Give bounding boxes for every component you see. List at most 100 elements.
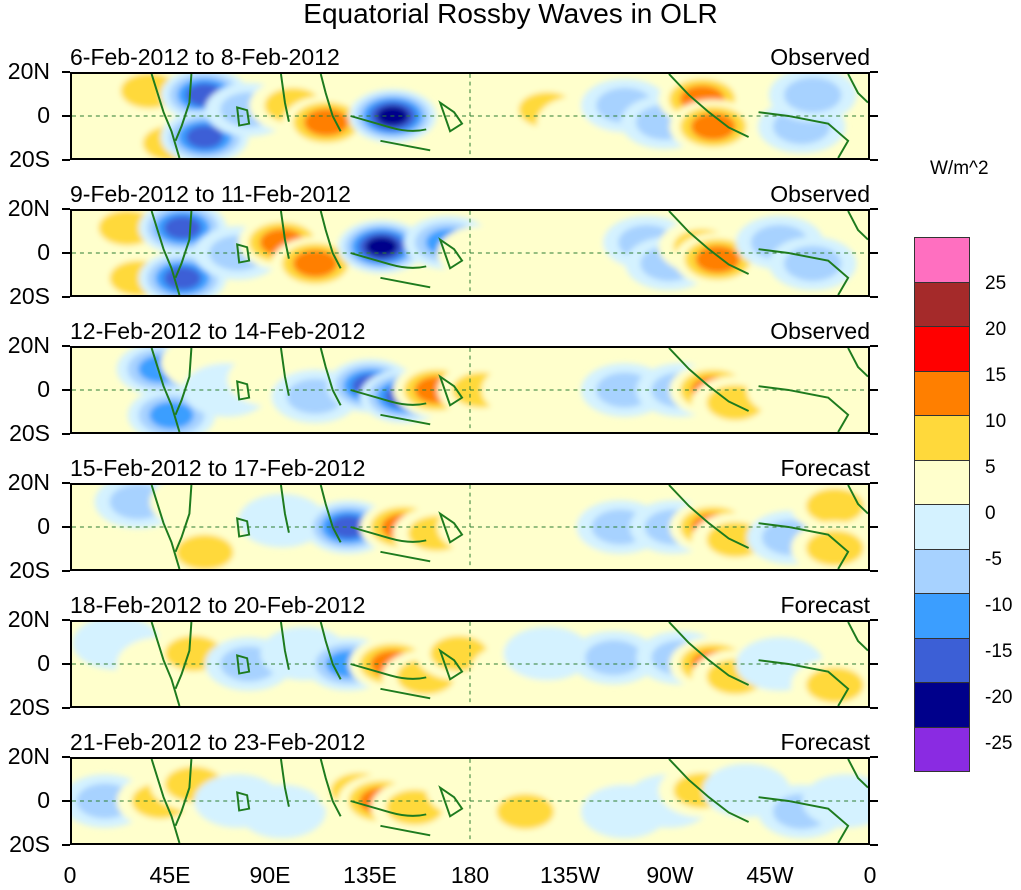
y-tick-mark [870,159,878,161]
anomaly-contour [163,266,202,290]
y-axis-label-n: 20N [7,469,50,495]
y-tick-mark [870,526,878,528]
anomaly-contour [691,112,736,141]
y-tick-mark [870,844,878,846]
olr-field [72,485,868,569]
y-tick-mark [870,345,878,347]
y-axis-label-s: 20S [9,146,50,172]
olr-field [72,622,868,706]
colorbar-tick-label: -10 [985,595,1013,616]
coastline [438,511,464,544]
colorbar-swatch [914,326,970,372]
coastline [174,211,193,279]
coastline [668,759,750,823]
coastline [319,74,342,132]
y-axis-label-n: 20N [7,743,50,769]
colorbar-swatch [914,682,970,728]
colorbar-swatch [914,548,970,594]
y-tick-mark [870,433,878,435]
panel-date-range: 21-Feb-2012 to 23-Feb-2012 [70,729,366,755]
coastline [668,74,750,138]
y-tick-mark [870,756,878,758]
coastline [350,526,427,543]
y-tick-mark [870,570,878,572]
y-axis-label-eq: 0 [37,513,50,539]
x-axis-tick-label: 0 [863,862,877,888]
coastline [350,115,427,132]
y-axis-label-s: 20S [9,831,50,857]
y-tick-mark [870,707,878,709]
y-tick-mark [870,296,878,298]
anomaly-contour [585,640,643,676]
y-axis-label-s: 20S [9,283,50,309]
coastline [236,791,251,812]
anomaly-contour [293,249,338,278]
x-axis-tick-label: 180 [450,862,490,888]
coastline [758,385,850,432]
y-tick-mark [870,800,878,802]
anomaly-contour [149,485,238,529]
y-tick-mark [62,71,70,73]
olr-field [72,759,868,843]
x-axis-tick-label: 90E [249,862,291,888]
y-axis-label-eq: 0 [37,102,50,128]
x-axis-tick-label: 135E [343,862,397,888]
anomaly-contour [238,493,326,548]
anomaly-contour [238,784,326,839]
colorbar-tick-label: 20 [985,319,1007,340]
y-tick-mark [62,756,70,758]
y-tick-mark [870,115,878,117]
y-tick-mark [62,208,70,210]
olr-field [72,74,868,158]
coastline [279,211,290,259]
coastline [438,374,464,407]
y-axis-label-s: 20S [9,694,50,720]
coastline [758,111,850,158]
y-tick-mark [62,345,70,347]
coastline [847,348,868,378]
coastline [380,550,431,563]
coastline [380,413,431,426]
panel-kind-label: Forecast [780,455,870,481]
coastline [236,517,251,538]
y-axis-label-eq: 0 [37,376,50,402]
y-tick-mark [62,570,70,572]
coastline [150,74,181,158]
olr-map-panel [70,209,870,297]
y-tick-mark [870,619,878,621]
coastline [236,106,251,127]
panel-kind-label: Forecast [780,592,870,618]
coastline [150,759,181,843]
panel-date-range: 6-Feb-2012 to 8-Feb-2012 [70,44,340,70]
olr-map-panel [70,757,870,845]
anomaly-contour [186,125,224,149]
coastline [174,74,193,142]
y-tick-mark [62,433,70,435]
y-tick-mark [62,159,70,161]
y-tick-mark [870,71,878,73]
anomaly-contour [802,774,868,828]
colorbar-tick-label: 25 [985,273,1007,294]
y-tick-mark [870,389,878,391]
colorbar-swatch [914,504,970,550]
colorbar-tick-label: 15 [985,365,1007,386]
coastline [380,687,431,700]
y-tick-mark [870,482,878,484]
y-axis-label-n: 20N [7,195,50,221]
coastline [174,348,193,416]
y-tick-mark [62,389,70,391]
coastline [380,139,431,152]
coastline [758,522,850,569]
y-tick-mark [62,619,70,621]
coastline [438,785,464,818]
colorbar-tick-label: 5 [985,457,996,478]
x-axis-tick-label: 135W [539,862,601,888]
colorbar-swatch [914,726,970,772]
panel-kind-label: Observed [770,44,870,70]
colorbar-swatch [914,370,970,416]
colorbar-tick-label: 0 [985,503,996,524]
coastline [319,485,342,543]
coastline [847,211,868,241]
panel-date-range: 12-Feb-2012 to 14-Feb-2012 [70,318,366,344]
coastline [380,824,431,837]
